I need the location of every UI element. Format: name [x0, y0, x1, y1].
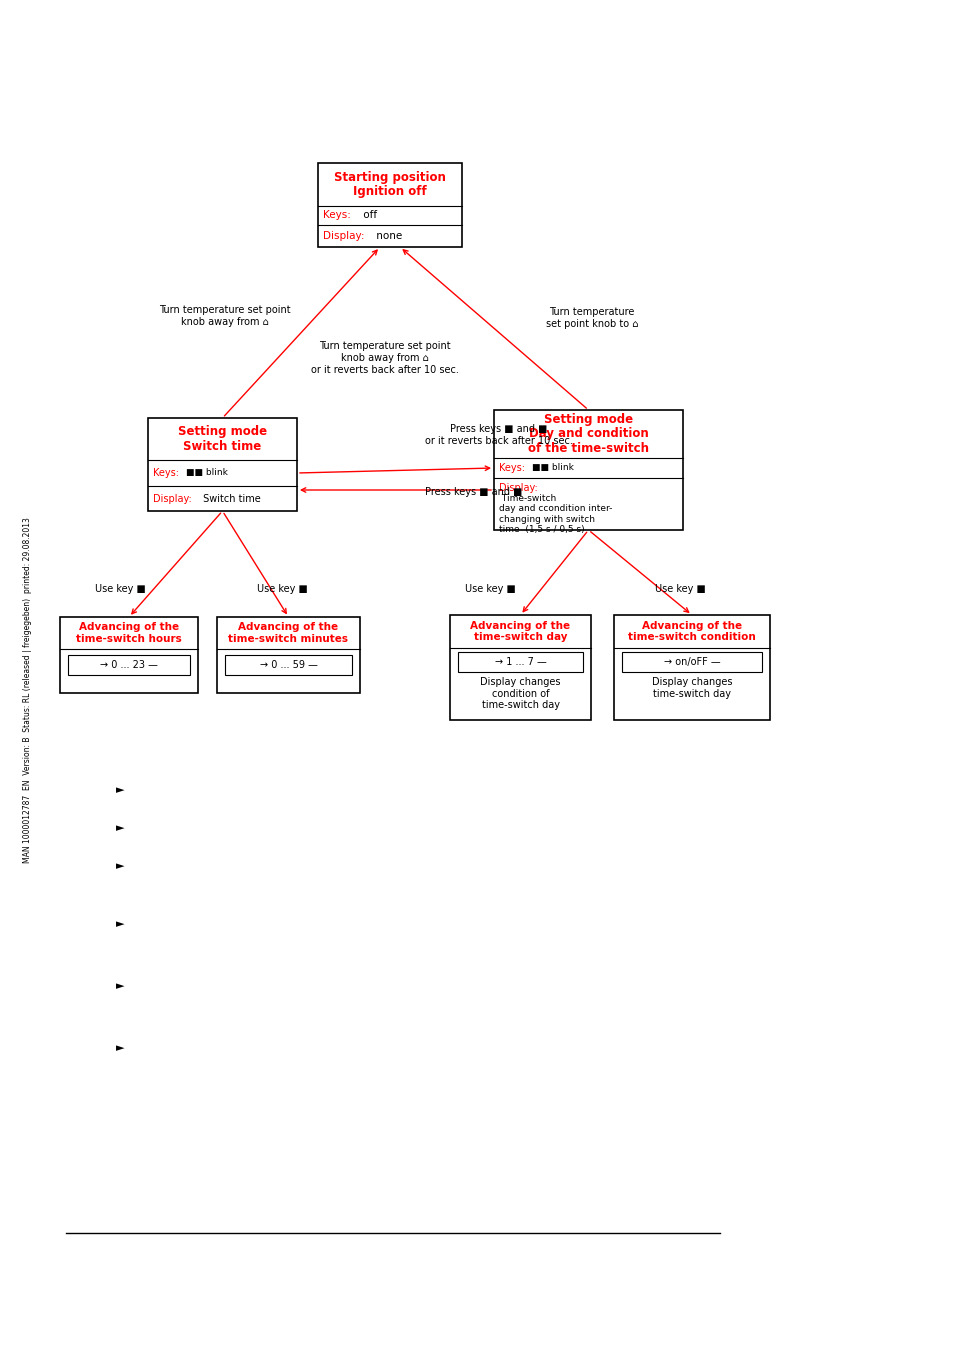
Text: ►: ► [115, 861, 124, 871]
Text: Use key ■: Use key ■ [94, 584, 145, 594]
FancyBboxPatch shape [450, 615, 590, 720]
FancyBboxPatch shape [621, 653, 761, 671]
Text: Setting mode
Switch time: Setting mode Switch time [178, 426, 267, 453]
Text: Press keys ■ and ■
or it reverts back after 10 sec.: Press keys ■ and ■ or it reverts back af… [424, 424, 572, 446]
Text: ►: ► [115, 823, 124, 834]
FancyBboxPatch shape [317, 163, 461, 247]
Text: Keys:: Keys: [152, 467, 179, 478]
Text: Advancing of the
time-switch hours: Advancing of the time-switch hours [76, 623, 182, 644]
Text: ■■ blink: ■■ blink [186, 469, 228, 477]
Text: ►: ► [115, 785, 124, 794]
Text: Keys:: Keys: [323, 211, 351, 220]
FancyBboxPatch shape [216, 617, 359, 693]
Text: Display changes
condition of
time-switch day: Display changes condition of time-switch… [479, 677, 560, 711]
Text: → on/oFF —: → on/oFF — [663, 657, 720, 667]
Text: → 1 ... 7 —: → 1 ... 7 — [494, 657, 546, 667]
Text: Setting mode
Day and condition
of the time-switch: Setting mode Day and condition of the ti… [527, 412, 648, 455]
Text: Turn temperature set point
knob away from ⌂
or it reverts back after 10 sec.: Turn temperature set point knob away fro… [311, 342, 458, 374]
Text: Turn temperature set point
knob away from ⌂: Turn temperature set point knob away fro… [159, 305, 291, 327]
Text: Use key ■: Use key ■ [464, 584, 515, 594]
Text: Use key ■: Use key ■ [256, 584, 307, 594]
FancyBboxPatch shape [225, 655, 352, 676]
Text: → 0 ... 23 —: → 0 ... 23 — [100, 661, 158, 670]
Text: Keys:: Keys: [498, 463, 524, 473]
Text: ►: ► [115, 981, 124, 992]
Text: Use key ■: Use key ■ [654, 584, 704, 594]
Text: Advancing of the
time-switch day: Advancing of the time-switch day [470, 620, 570, 642]
Text: → 0 ... 59 —: → 0 ... 59 — [259, 661, 317, 670]
Text: Switch time: Switch time [200, 493, 260, 504]
Text: Advancing of the
time-switch minutes: Advancing of the time-switch minutes [229, 623, 348, 644]
FancyBboxPatch shape [148, 417, 296, 511]
FancyBboxPatch shape [614, 615, 769, 720]
FancyBboxPatch shape [457, 653, 582, 671]
Text: Advancing of the
time-switch condition: Advancing of the time-switch condition [627, 620, 755, 642]
FancyBboxPatch shape [60, 617, 198, 693]
Text: Press keys ■ and ■: Press keys ■ and ■ [424, 486, 522, 497]
FancyBboxPatch shape [68, 655, 190, 676]
Text: MAN 1000012787  EN  Version: B  Status: RL (released | freigegeben)  printed: 29: MAN 1000012787 EN Version: B Status: RL … [24, 517, 32, 863]
Text: ►: ► [115, 1043, 124, 1052]
Text: Starting position
Ignition off: Starting position Ignition off [334, 170, 445, 199]
Text: Display:: Display: [323, 231, 364, 240]
Text: ■■ blink: ■■ blink [532, 463, 574, 473]
Text: Turn temperature
set point knob to ⌂: Turn temperature set point knob to ⌂ [545, 307, 638, 328]
Text: ►: ► [115, 919, 124, 929]
Text: none: none [373, 231, 402, 240]
FancyBboxPatch shape [494, 409, 682, 530]
Text: Display:: Display: [498, 484, 537, 493]
Text: off: off [359, 211, 376, 220]
Text: Display:: Display: [152, 493, 192, 504]
Text: Display changes
time-switch day: Display changes time-switch day [651, 677, 732, 698]
Text: Time-switch
day and ccondition inter-
changing with switch
time  (1,5 s / 0,5 s): Time-switch day and ccondition inter- ch… [498, 494, 612, 534]
